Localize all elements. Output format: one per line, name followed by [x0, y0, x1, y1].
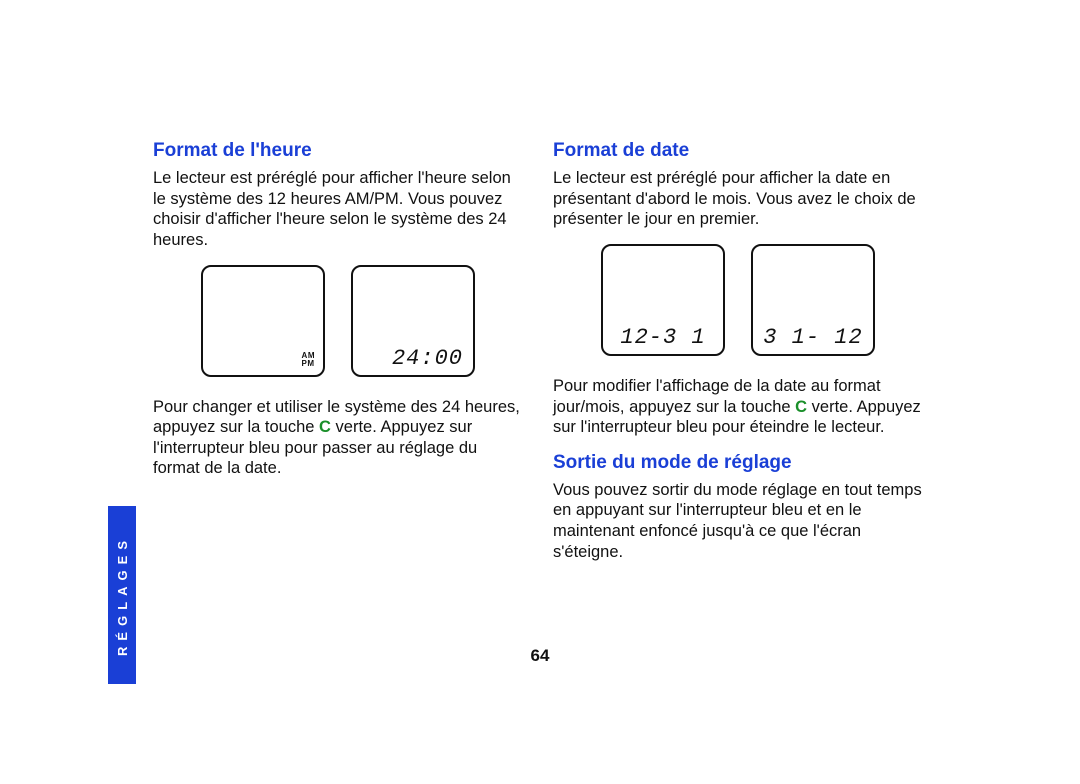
- c-key: C: [795, 398, 807, 416]
- date-dm-display: 3 1- 12: [753, 325, 873, 350]
- date-format-screens: 12-3 1 3 1- 12: [553, 244, 923, 356]
- heading-time-format: Format de l'heure: [153, 140, 523, 162]
- c-key: C: [319, 418, 331, 436]
- date-md-display: 12-3 1: [603, 325, 723, 350]
- paragraph: Le lecteur est préréglé pour afficher la…: [553, 168, 923, 230]
- screen-day-month: 3 1- 12: [751, 244, 875, 356]
- time-format-screens: AM PM 24:00: [153, 265, 523, 377]
- left-column: Format de l'heure Le lecteur est prérégl…: [153, 140, 523, 576]
- paragraph: Pour modifier l'affichage de la date au …: [553, 376, 923, 438]
- page-number: 64: [0, 646, 1080, 666]
- screen-month-day: 12-3 1: [601, 244, 725, 356]
- time-24h-display: 24:00: [392, 346, 463, 371]
- paragraph: Le lecteur est préréglé pour afficher l'…: [153, 168, 523, 251]
- pm-label: PM: [302, 360, 315, 368]
- ampm-indicator: AM PM: [302, 352, 315, 369]
- paragraph: Pour changer et utiliser le système des …: [153, 397, 523, 480]
- content-columns: Format de l'heure Le lecteur est prérégl…: [153, 140, 933, 576]
- manual-page: RÉGLAGES Format de l'heure Le lecteur es…: [0, 0, 1080, 784]
- screen-12h: AM PM: [201, 265, 325, 377]
- section-tab-label: RÉGLAGES: [115, 535, 130, 656]
- paragraph: Vous pouvez sortir du mode réglage en to…: [553, 480, 923, 563]
- heading-date-format: Format de date: [553, 140, 923, 162]
- right-column: Format de date Le lecteur est préréglé p…: [553, 140, 923, 576]
- screen-24h: 24:00: [351, 265, 475, 377]
- heading-exit-setup: Sortie du mode de réglage: [553, 452, 923, 474]
